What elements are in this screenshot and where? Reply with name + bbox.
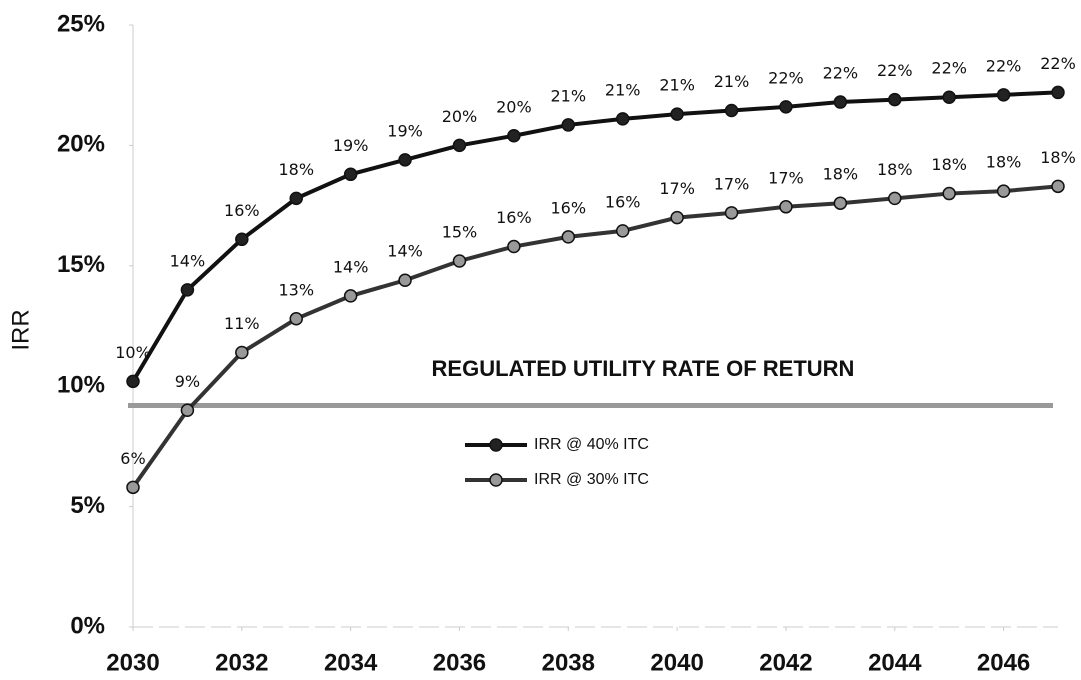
data-label: 18% — [931, 155, 967, 174]
data-label: 18% — [823, 165, 859, 184]
marker — [670, 210, 684, 225]
data-label: 15% — [442, 222, 478, 241]
marker — [833, 196, 848, 210]
y-tick-label: 25% — [57, 10, 105, 37]
marker — [996, 88, 1011, 102]
data-label: 17% — [659, 179, 695, 198]
data-label: 14% — [333, 257, 369, 276]
marker — [452, 254, 467, 268]
data-label: 16% — [224, 201, 260, 220]
marker — [561, 118, 576, 132]
x-tick-label: 2036 — [433, 649, 486, 676]
marker — [180, 283, 195, 297]
marker — [942, 186, 956, 201]
marker — [289, 312, 303, 326]
marker — [779, 200, 793, 214]
data-label: 6% — [120, 449, 145, 468]
marker — [724, 103, 739, 118]
x-tick-label: 2040 — [650, 649, 703, 676]
data-label: 17% — [714, 174, 750, 193]
series-line — [131, 184, 1059, 489]
marker — [180, 403, 195, 418]
data-label: 22% — [823, 64, 859, 83]
marker — [561, 230, 576, 244]
data-label: 16% — [551, 198, 587, 217]
data-label: 14% — [170, 251, 206, 270]
marker — [507, 239, 521, 254]
x-tick-label: 2034 — [324, 649, 378, 676]
data-label: 20% — [496, 97, 532, 116]
y-tick-label: 0% — [70, 612, 105, 639]
legend-marker — [489, 438, 503, 452]
marker — [615, 112, 630, 126]
data-label: 18% — [877, 160, 913, 179]
marker — [996, 184, 1011, 198]
marker — [235, 232, 249, 247]
data-label: 18% — [1040, 148, 1076, 167]
marker — [126, 480, 140, 495]
data-label: 17% — [768, 168, 804, 187]
x-tick-label: 2044 — [868, 649, 922, 676]
marker — [1051, 179, 1065, 194]
marker — [507, 129, 521, 143]
y-axis-label: IRR — [7, 309, 34, 350]
data-label: 22% — [1040, 54, 1076, 73]
marker — [615, 224, 630, 238]
data-label: 16% — [605, 192, 641, 211]
marker — [126, 374, 140, 389]
series-line — [131, 90, 1059, 383]
legend-label: IRR @ 30% ITC — [534, 471, 649, 488]
legend-label: IRR @ 40% ITC — [534, 436, 649, 453]
marker — [398, 273, 412, 287]
data-label: 22% — [931, 59, 967, 78]
data-label: 13% — [278, 280, 314, 299]
marker — [942, 90, 956, 104]
marker — [833, 95, 848, 109]
marker — [1051, 85, 1065, 100]
legend-marker — [489, 473, 503, 487]
marker — [888, 92, 902, 107]
y-tick-label: 10% — [57, 372, 105, 399]
marker — [343, 167, 358, 182]
x-tick-label: 2038 — [542, 649, 595, 676]
data-label: 21% — [551, 86, 587, 105]
data-label: 22% — [768, 68, 804, 87]
marker — [452, 138, 467, 153]
marker — [888, 191, 902, 206]
data-label: 22% — [986, 56, 1022, 75]
data-label: 11% — [224, 314, 260, 333]
marker — [235, 345, 249, 360]
data-label: 14% — [387, 242, 423, 261]
marker — [779, 100, 793, 114]
data-label: 18% — [986, 153, 1022, 172]
marker — [289, 191, 303, 206]
marker — [343, 289, 358, 303]
data-label: 20% — [442, 107, 478, 126]
y-tick-label: 20% — [57, 131, 105, 158]
x-tick-label: 2030 — [106, 649, 159, 676]
data-label: 21% — [714, 72, 750, 91]
data-label: 21% — [605, 80, 641, 99]
data-label: 22% — [877, 61, 913, 80]
y-tick-label: 5% — [70, 492, 105, 519]
reference-label: REGULATED UTILITY RATE OF RETURN — [432, 356, 855, 381]
x-tick-label: 2046 — [977, 649, 1030, 676]
data-label: 19% — [387, 121, 423, 140]
marker — [724, 206, 739, 220]
y-tick-label: 15% — [57, 251, 105, 278]
marker — [398, 153, 412, 167]
marker — [670, 107, 684, 121]
data-label: 10% — [115, 343, 151, 362]
x-tick-label: 2042 — [759, 649, 812, 676]
x-tick-label: 2032 — [215, 649, 268, 676]
data-label: 16% — [496, 208, 532, 227]
data-label: 19% — [333, 136, 369, 155]
data-label: 9% — [175, 372, 200, 391]
data-label: 21% — [659, 76, 695, 95]
data-label: 18% — [278, 160, 314, 179]
